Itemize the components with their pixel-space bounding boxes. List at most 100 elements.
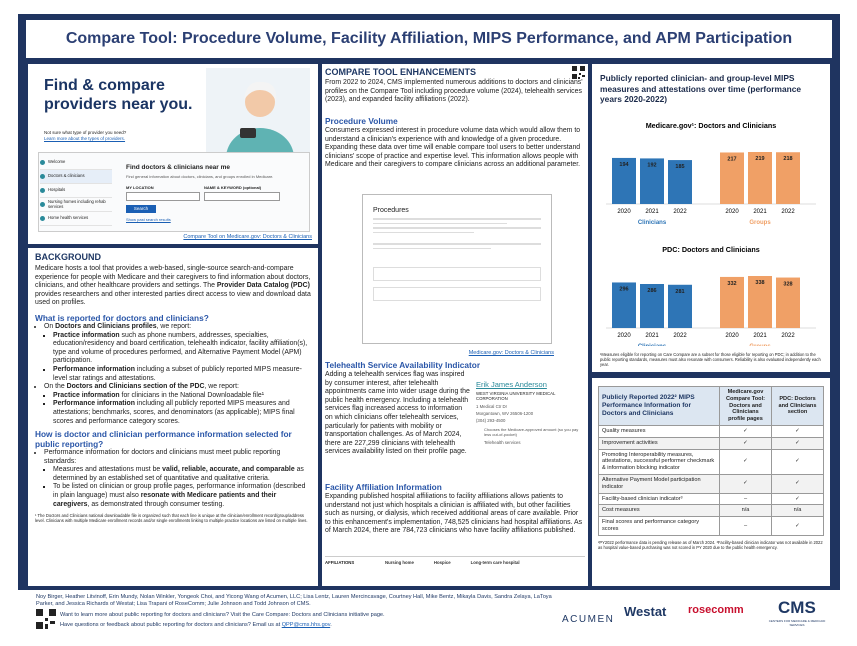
email-link[interactable]: QPP@cms.hhs.gov [281, 622, 331, 628]
provider-question: Not sure what type of provider you need? [44, 130, 127, 135]
sub-item: Performance information including a subs… [53, 366, 311, 383]
aff-type: Nursing home [385, 560, 414, 565]
header-cell: Medicare.gov Compare Tool: Doctors and C… [719, 386, 772, 426]
logo-rosecomm: rosecomm [688, 604, 744, 616]
card-telehealth: Telehealth services [484, 440, 521, 445]
nav-item[interactable]: Home health services [40, 212, 112, 226]
learn-link[interactable]: Learn more about the types of providers. [44, 136, 126, 141]
pv-caption[interactable]: Medicare.gov: Doctors & Clinicians [468, 350, 554, 356]
bold-text: Practice information [53, 331, 120, 339]
text-run: On [44, 322, 56, 330]
bold-text: Performance information [53, 400, 135, 408]
card-org: WEST VIRGINIA UNIVERSITY MEDICAL CORPORA… [476, 391, 556, 401]
text-run: , as demonstrated through consumer testi… [87, 500, 225, 508]
sub-item: Measures and attestations must be valid,… [53, 466, 311, 483]
search-button[interactable]: Search [126, 205, 156, 213]
nav-item[interactable]: Nursing homes including rehab services [40, 198, 112, 212]
nav-label: Hospitals [48, 187, 66, 193]
keyword-input[interactable] [204, 192, 280, 201]
mips-footnote: ¹Measures eligible for reporting on Care… [600, 352, 821, 367]
background-intro: Medicare hosts a tool that provides a we… [35, 265, 311, 308]
row [373, 267, 541, 281]
bar [720, 276, 744, 328]
list-item: On Doctors and Clinicians profiles, we r… [44, 323, 311, 383]
location-label: MY LOCATION [126, 185, 154, 190]
nav-item[interactable]: Doctors & clinicians [40, 170, 112, 184]
title-band: Compare Tool: Procedure Volume, Facility… [26, 20, 832, 58]
background-heading: BACKGROUND [35, 252, 101, 262]
qr-code [572, 66, 585, 79]
fa-text: Expanding published hospital affiliation… [325, 493, 583, 535]
learn-more: Want to learn more about public reportin… [60, 612, 385, 618]
card-assign: Chooses the Medicare-approved amount (so… [484, 427, 579, 437]
bold-text: Performance information [53, 365, 135, 373]
enhancements-panel: COMPARE TOOL ENHANCEMENTS From 2022 to 2… [322, 64, 588, 586]
location-input[interactable] [126, 192, 200, 201]
table-cell: ✓ [771, 516, 824, 536]
card-city: Morgantown, WV 26506-1200 [476, 411, 534, 416]
legend-label: Groups [749, 220, 771, 226]
card-name[interactable]: Erik James Anderson [476, 380, 547, 389]
bold-text: valid, reliable, accurate, and comparabl… [162, 466, 295, 474]
bold-text: resonate with Medicare patients and thei… [53, 492, 277, 508]
text-run: Measures and attestations must be [53, 466, 163, 474]
find-caption[interactable]: Compare Tool on Medicare.gov: Doctors & … [183, 234, 312, 240]
text-run: as determined by an established set of q… [53, 466, 304, 482]
pv-text: Consumers expressed interest in procedur… [325, 127, 581, 169]
photo [206, 68, 310, 152]
table-cell: Alternative Payment Model participation … [598, 473, 720, 494]
value-label: 328 [783, 282, 792, 288]
nav-item[interactable]: Hospitals [40, 184, 112, 198]
table-cell: – [719, 492, 772, 506]
background-panel: BACKGROUND Medicare hosts a tool that pr… [28, 248, 318, 586]
table-cell: Improvement activities [598, 436, 720, 450]
x-tick-label: 2020 [617, 209, 631, 215]
cms-sub: CENTERS FOR MEDICARE & MEDICAID SERVICES [768, 619, 826, 627]
value-label: 194 [619, 162, 629, 168]
list-item: On the Doctors and Clinicians section of… [44, 383, 311, 426]
q2-list: Performance information for doctors and … [35, 449, 311, 509]
value-label: 296 [619, 286, 628, 292]
x-tick-label: 2020 [725, 209, 739, 215]
find-panel: Find & compare providers near you. Not s… [28, 64, 318, 244]
nav-item[interactable]: Welcome [40, 156, 112, 170]
bar [668, 284, 692, 328]
bar [668, 160, 692, 204]
logo-acumen: ACUMEN [562, 614, 615, 625]
text-line [373, 231, 474, 233]
list: On Doctors and Clinicians profiles, we r… [35, 323, 311, 426]
table-cell: ✓ [771, 424, 824, 438]
nav-list: Welcome Doctors & clinicians Hospitals Nurs… [40, 156, 112, 226]
table-cell: ✓ [771, 492, 824, 506]
list: Performance information for doctors and … [35, 449, 311, 509]
list-item: Performance information for doctors and … [44, 449, 311, 509]
fa-heading: Facility Affiliation Information [325, 482, 442, 492]
text-run: On the [44, 383, 67, 391]
bar [640, 158, 664, 204]
text-run: including all publicly reported MIPS mea… [53, 400, 295, 425]
q1-heading: What is reported for doctors and clinici… [35, 312, 209, 323]
table-cell: ✓ [771, 473, 824, 494]
th-heading: Telehealth Service Availability Indicato… [325, 360, 481, 370]
text-run: Medicare hosts a tool that provides a we… [35, 265, 311, 290]
card-phone: (304) 293-4500 [476, 418, 506, 423]
x-tick-label: 2022 [781, 209, 795, 215]
x-tick-label: 2021 [753, 209, 767, 215]
nav-label: Doctors & clinicians [48, 173, 85, 179]
past-link[interactable]: Show past search results [126, 217, 171, 222]
bar [640, 284, 664, 328]
value-label: 219 [755, 156, 764, 162]
bold-text: Practice information [53, 391, 120, 399]
mips-panel: Publicly reported clinician- and group-l… [592, 64, 830, 372]
table-cell: ✓ [719, 473, 772, 494]
value-label: 185 [675, 164, 684, 170]
sub-list: Practice information such as phone numbe… [44, 332, 311, 384]
table-cell: Final scores and performance category sc… [598, 516, 720, 536]
text-line [373, 222, 508, 224]
nav-label: Welcome [48, 159, 66, 165]
logo-cms: CMS [778, 598, 816, 617]
table-cell: ✓ [719, 436, 772, 450]
text-run: , we report: [204, 383, 239, 391]
bar [776, 277, 800, 328]
text-run: for clinicians in the National Downloada… [119, 391, 265, 399]
